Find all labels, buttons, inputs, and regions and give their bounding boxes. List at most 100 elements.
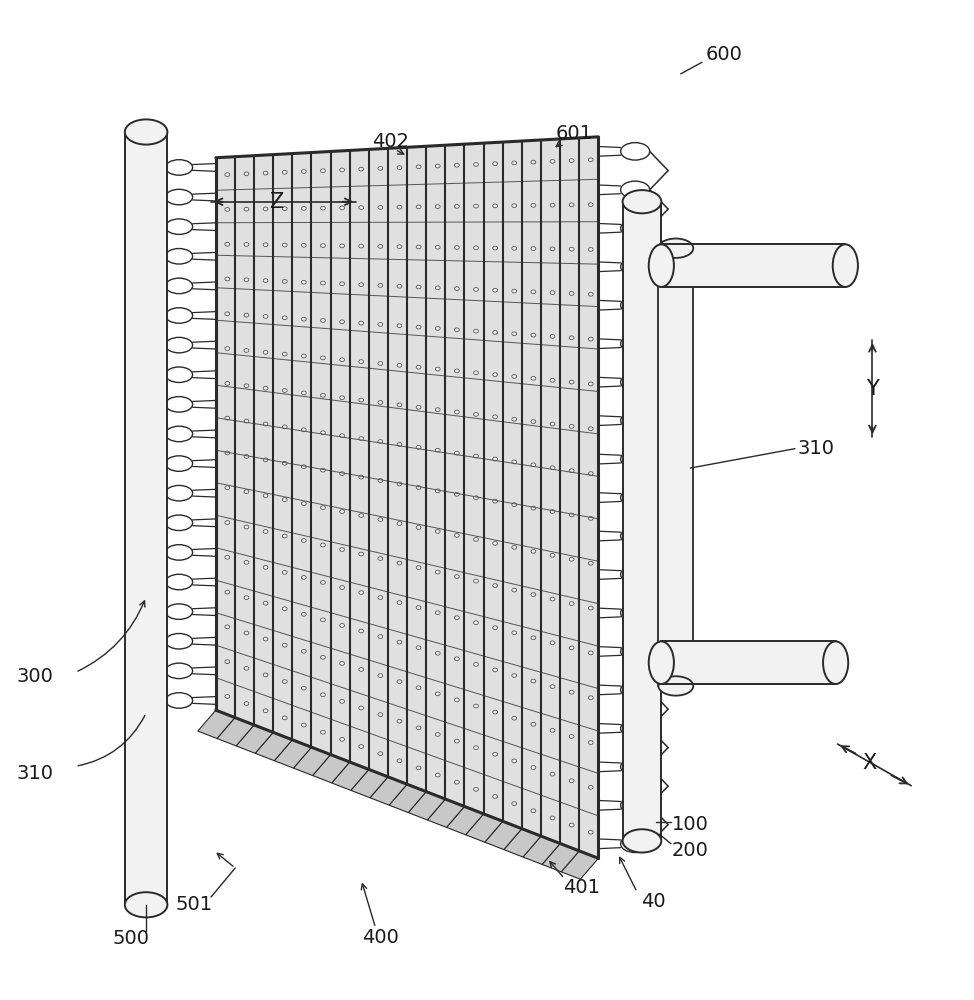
Polygon shape [561, 851, 598, 879]
Ellipse shape [512, 588, 516, 592]
Ellipse shape [512, 332, 516, 336]
Ellipse shape [531, 766, 536, 769]
Ellipse shape [263, 494, 268, 498]
Ellipse shape [620, 797, 650, 814]
Ellipse shape [569, 380, 574, 384]
Text: Z: Z [269, 192, 283, 212]
Ellipse shape [263, 422, 268, 426]
Ellipse shape [550, 466, 555, 470]
Ellipse shape [620, 835, 650, 853]
Ellipse shape [397, 443, 402, 446]
Polygon shape [217, 718, 254, 746]
Ellipse shape [282, 280, 287, 283]
Ellipse shape [378, 440, 383, 443]
Ellipse shape [340, 472, 345, 475]
Ellipse shape [263, 458, 268, 462]
Ellipse shape [340, 168, 345, 172]
Ellipse shape [358, 514, 363, 517]
Ellipse shape [569, 424, 574, 428]
Ellipse shape [225, 312, 230, 316]
Ellipse shape [588, 741, 593, 744]
Ellipse shape [378, 284, 383, 287]
Ellipse shape [531, 247, 536, 250]
Ellipse shape [378, 596, 383, 599]
Ellipse shape [620, 681, 650, 699]
Ellipse shape [166, 189, 193, 205]
Ellipse shape [620, 373, 650, 391]
Ellipse shape [166, 633, 193, 649]
Ellipse shape [282, 571, 287, 574]
Ellipse shape [282, 389, 287, 392]
Text: 310: 310 [17, 764, 54, 783]
Ellipse shape [166, 545, 193, 560]
Polygon shape [445, 144, 465, 806]
Ellipse shape [282, 352, 287, 356]
Ellipse shape [550, 772, 555, 776]
Ellipse shape [416, 285, 421, 289]
Polygon shape [503, 141, 522, 829]
Ellipse shape [569, 247, 574, 251]
Ellipse shape [550, 291, 555, 295]
Polygon shape [275, 740, 312, 768]
Ellipse shape [588, 203, 593, 206]
Ellipse shape [397, 205, 402, 209]
Polygon shape [466, 814, 503, 842]
Ellipse shape [358, 475, 363, 479]
Ellipse shape [225, 173, 230, 176]
Ellipse shape [588, 472, 593, 475]
Ellipse shape [531, 679, 536, 683]
Ellipse shape [512, 417, 516, 421]
Ellipse shape [225, 486, 230, 490]
Ellipse shape [455, 492, 459, 496]
Text: 400: 400 [362, 928, 399, 947]
Ellipse shape [473, 787, 478, 791]
Ellipse shape [320, 431, 325, 435]
Ellipse shape [340, 548, 345, 551]
Ellipse shape [435, 692, 440, 696]
Ellipse shape [378, 206, 383, 209]
Ellipse shape [416, 726, 421, 730]
Ellipse shape [358, 591, 363, 594]
Ellipse shape [512, 674, 516, 677]
Ellipse shape [550, 510, 555, 513]
Polygon shape [522, 140, 541, 836]
Ellipse shape [531, 420, 536, 423]
Ellipse shape [435, 611, 440, 615]
Ellipse shape [473, 496, 478, 500]
Ellipse shape [302, 723, 306, 727]
Ellipse shape [166, 160, 193, 175]
Ellipse shape [493, 162, 498, 166]
Ellipse shape [658, 676, 693, 696]
Ellipse shape [244, 384, 248, 388]
Ellipse shape [620, 643, 650, 660]
Polygon shape [408, 792, 445, 820]
Polygon shape [330, 150, 350, 762]
Ellipse shape [263, 207, 268, 211]
Ellipse shape [569, 292, 574, 295]
Ellipse shape [225, 242, 230, 246]
Ellipse shape [302, 317, 306, 321]
Ellipse shape [166, 574, 193, 590]
Ellipse shape [166, 693, 193, 708]
Ellipse shape [569, 513, 574, 517]
Ellipse shape [473, 662, 478, 666]
Text: 600: 600 [706, 45, 743, 64]
Ellipse shape [455, 328, 459, 332]
Ellipse shape [588, 517, 593, 520]
Ellipse shape [473, 538, 478, 541]
Ellipse shape [416, 445, 421, 449]
Ellipse shape [378, 518, 383, 521]
Ellipse shape [244, 666, 248, 670]
Ellipse shape [225, 625, 230, 629]
Text: 100: 100 [672, 815, 709, 834]
Ellipse shape [378, 674, 383, 677]
Ellipse shape [588, 427, 593, 431]
Ellipse shape [435, 286, 440, 290]
Ellipse shape [455, 163, 459, 167]
Polygon shape [351, 769, 388, 798]
Ellipse shape [416, 205, 421, 209]
Polygon shape [465, 143, 484, 814]
Polygon shape [485, 821, 522, 850]
Ellipse shape [282, 207, 287, 211]
Ellipse shape [473, 329, 478, 333]
